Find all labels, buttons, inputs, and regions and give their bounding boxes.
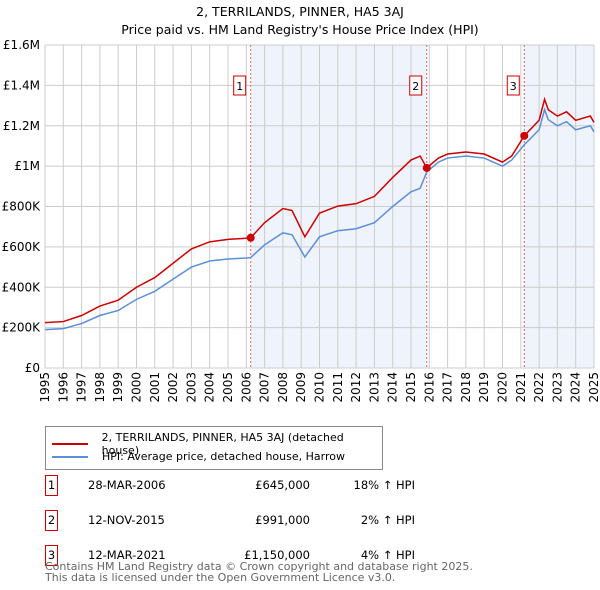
sale-label-box bbox=[506, 75, 520, 96]
x-tick-label: 2002 bbox=[166, 372, 180, 403]
y-tick-label: £1.6M bbox=[3, 38, 40, 52]
footer-line: This data is licensed under the Open Gov… bbox=[45, 571, 396, 584]
x-tick-label: 2003 bbox=[184, 372, 198, 403]
sale-label: 2 bbox=[412, 80, 419, 93]
x-tick-label: 1999 bbox=[111, 372, 125, 403]
y-tick-label: £600K bbox=[2, 240, 42, 254]
footer: Contains HM Land Registry data © Crown c… bbox=[45, 561, 473, 583]
property-line bbox=[44, 96, 595, 324]
transaction-number: 2 bbox=[45, 510, 58, 531]
transaction-hpi: 2% ↑ HPI bbox=[360, 513, 415, 527]
price-chart: 2, TERRILANDS, PINNER, HA5 3AJ Price pai… bbox=[2, 4, 600, 403]
x-tick-label: 2023 bbox=[550, 372, 564, 403]
legend-swatch bbox=[52, 443, 88, 445]
x-tick-label: 2018 bbox=[459, 372, 473, 403]
y-tick-label: £200K bbox=[2, 321, 42, 335]
transaction-hpi: 4% ↑ HPI bbox=[360, 548, 415, 562]
x-tick-label: 2000 bbox=[130, 372, 144, 403]
transaction-price: £1,150,000 bbox=[244, 548, 310, 562]
sale-point bbox=[246, 233, 255, 242]
transaction-hpi: 18% ↑ HPI bbox=[353, 478, 415, 492]
x-tick-label: 1995 bbox=[38, 372, 52, 403]
transaction-price: £991,000 bbox=[255, 513, 310, 527]
x-tick-label: 2019 bbox=[477, 372, 491, 403]
x-tick-label: 2005 bbox=[221, 372, 235, 403]
x-tick-label: 1998 bbox=[93, 372, 107, 403]
x-tick-label: 2013 bbox=[367, 372, 381, 403]
x-tick-label: 2012 bbox=[349, 372, 363, 403]
chart-title: 2, TERRILANDS, PINNER, HA5 3AJ bbox=[196, 4, 404, 19]
x-tick-label: 1997 bbox=[75, 372, 89, 403]
transaction-price: £645,000 bbox=[255, 478, 310, 492]
legend-swatch bbox=[52, 455, 88, 458]
x-tick-label: 2021 bbox=[514, 372, 528, 403]
sale-point bbox=[422, 163, 431, 172]
x-tick-label: 2025 bbox=[587, 372, 600, 403]
y-tick-label: £800K bbox=[2, 200, 42, 214]
sale-point bbox=[520, 131, 529, 140]
legend-item-property: 2, TERRILANDS, PINNER, HA5 3AJ (detached… bbox=[52, 431, 382, 457]
legend-label: 2, TERRILANDS, PINNER, HA5 3AJ (detached… bbox=[101, 431, 344, 457]
x-tick-label: 2017 bbox=[441, 372, 455, 403]
sale-label: 1 bbox=[236, 80, 243, 93]
legend-label: HPI: Average price, detached house, Harr… bbox=[102, 450, 345, 463]
transaction-date: 12-NOV-2015 bbox=[88, 513, 165, 527]
transaction-date: 12-MAR-2021 bbox=[88, 548, 166, 562]
x-tick-label: 2004 bbox=[203, 372, 217, 403]
transaction-number: 3 bbox=[45, 545, 58, 566]
transaction-row: 2 12-NOV-2015 £991,000 2% ↑ HPI bbox=[45, 510, 445, 531]
x-tick-label: 2020 bbox=[496, 372, 510, 403]
x-tick-label: 2009 bbox=[294, 372, 308, 403]
transaction-row: 1 28-MAR-2006 £645,000 18% ↑ HPI bbox=[45, 475, 445, 496]
x-tick-label: 2011 bbox=[331, 372, 345, 403]
y-tick-label: £400K bbox=[2, 280, 42, 294]
x-tick-label: 2015 bbox=[404, 372, 418, 403]
x-tick-label: 2001 bbox=[148, 372, 162, 403]
x-tick-label: 2010 bbox=[313, 372, 327, 403]
y-tick-label: £0 bbox=[25, 361, 40, 375]
chart-subtitle: Price paid vs. HM Land Registry's House … bbox=[121, 22, 478, 37]
x-tick-label: 2008 bbox=[276, 372, 290, 403]
x-tick-label: 1996 bbox=[56, 372, 70, 403]
footer-line: Contains HM Land Registry data © Crown c… bbox=[45, 560, 473, 573]
x-tick-label: 2024 bbox=[569, 372, 583, 403]
x-tick-label: 2016 bbox=[422, 372, 436, 403]
sale-label-box bbox=[233, 75, 247, 96]
x-tick-label: 2022 bbox=[532, 372, 546, 403]
transaction-date: 28-MAR-2006 bbox=[88, 478, 166, 492]
transaction-row: 3 12-MAR-2021 £1,150,000 4% ↑ HPI bbox=[45, 545, 445, 566]
sale-label: 3 bbox=[510, 80, 517, 93]
x-tick-label: 2006 bbox=[239, 372, 253, 403]
sale-label-box bbox=[409, 75, 423, 96]
y-tick-label: £1.2M bbox=[3, 119, 40, 133]
x-tick-label: 2014 bbox=[386, 372, 400, 403]
legend-item-hpi: HPI: Average price, detached house, Harr… bbox=[52, 450, 345, 463]
y-tick-label: £1.4M bbox=[3, 78, 40, 92]
x-tick-label: 2007 bbox=[258, 372, 272, 403]
legend: 2, TERRILANDS, PINNER, HA5 3AJ (detached… bbox=[45, 426, 383, 470]
y-tick-label: £1M bbox=[14, 159, 40, 173]
transaction-number: 1 bbox=[45, 475, 58, 496]
hpi-line bbox=[44, 107, 595, 331]
